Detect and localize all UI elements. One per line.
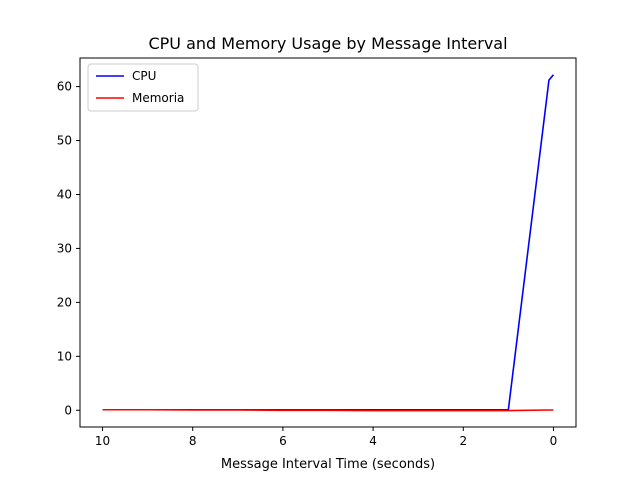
x-tick-label: 8 xyxy=(189,434,197,448)
x-tick-label: 6 xyxy=(279,434,287,448)
x-axis-label: Message Interval Time (seconds) xyxy=(221,457,435,472)
x-tick-label: 4 xyxy=(369,434,377,448)
series-line-memoria xyxy=(102,408,554,412)
series-layer xyxy=(102,74,555,412)
y-tick-label: 0 xyxy=(64,403,72,417)
x-tick-label: 10 xyxy=(95,434,110,448)
plot-frame xyxy=(79,57,577,428)
legend-label-cpu: CPU xyxy=(132,69,156,83)
legend-label-memoria: Memoria xyxy=(132,91,184,105)
chart-title: CPU and Memory Usage by Message Interval xyxy=(148,34,507,53)
y-tick-label: 60 xyxy=(57,80,72,94)
y-tick-label: 20 xyxy=(57,295,72,309)
y-tick-label: 40 xyxy=(57,187,72,201)
x-tick-label: 2 xyxy=(459,434,467,448)
y-tick-label: 10 xyxy=(57,349,72,363)
y-tick-label: 30 xyxy=(57,241,72,255)
y-tick-label: 50 xyxy=(57,134,72,148)
legend: CPU Memoria xyxy=(87,63,199,112)
x-tick-label: 0 xyxy=(550,434,558,448)
